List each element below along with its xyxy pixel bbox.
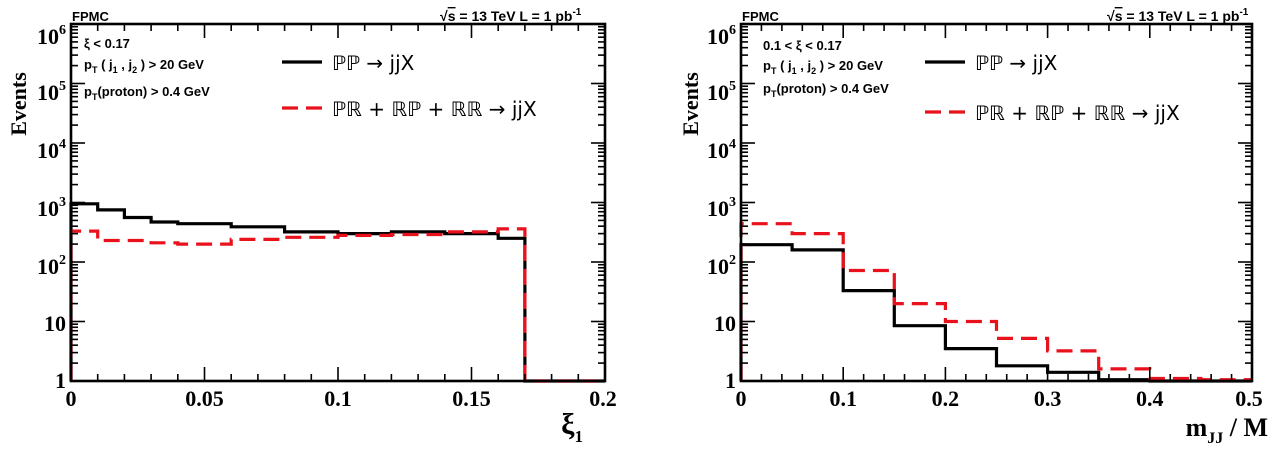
chart-left: FPMC √s = 13 TeV L = 1 pb-1 Events 1 10 … bbox=[6, 7, 617, 446]
x-tick-label: 0 bbox=[66, 386, 77, 411]
y-tick-label: 104 bbox=[37, 137, 66, 163]
y-axis-label: Events bbox=[678, 72, 703, 136]
x-tick-label: 0.2 bbox=[932, 386, 960, 411]
plot-frame bbox=[739, 22, 1254, 383]
cuts-annotation: ξ < 0.17 pT ( j1 , j2 ) > 20 GeV pT(prot… bbox=[84, 36, 210, 102]
x-tick-label: 0.5 bbox=[1235, 386, 1263, 411]
x-tick-label: 0.3 bbox=[1034, 386, 1062, 411]
y-tick-label: 1 bbox=[55, 368, 66, 393]
y-axis-label: Events bbox=[6, 72, 31, 136]
y-tick-label: 106 bbox=[707, 23, 736, 49]
series-layer bbox=[69, 202, 605, 383]
y-tick-label: 105 bbox=[37, 79, 66, 105]
cut-xi: 0.1 < ξ < 0.17 bbox=[763, 38, 842, 53]
series-layer bbox=[739, 222, 1252, 383]
cut-jets-pt: pT ( j1 , j2 ) > 20 GeV bbox=[84, 57, 204, 75]
fpmc-label: FPMC bbox=[742, 9, 779, 24]
series-pomeron-line bbox=[739, 243, 1252, 383]
y-tick-label: 104 bbox=[707, 137, 736, 163]
y-tick-label: 10 bbox=[44, 311, 66, 336]
legend: ℙℙ → jjX ℙℝ + ℝℙ + ℝℝ → jjX bbox=[925, 51, 1180, 125]
legend-label-rr: ℙℝ + ℝℙ + ℝℝ → jjX bbox=[975, 101, 1180, 125]
x-tick-labels: 0 0.1 0.2 0.3 0.4 0.5 bbox=[736, 386, 1263, 411]
cuts-annotation: 0.1 < ξ < 0.17 pT ( j1 , j2 ) > 20 GeV p… bbox=[763, 38, 889, 99]
legend-label-pp: ℙℙ → jjX bbox=[975, 51, 1058, 75]
plot-frame bbox=[69, 22, 607, 383]
cut-proton-pt: pT(proton) > 0.4 GeV bbox=[763, 81, 889, 99]
y-tick-label: 103 bbox=[707, 195, 736, 221]
x-tick-label: 0.2 bbox=[589, 386, 617, 411]
chart-right: FPMC √s = 13 TeV L = 1 pb-1 Events 1 10 … bbox=[678, 7, 1268, 447]
series-reggeon-line bbox=[739, 222, 1252, 382]
x-axis-label: mJJ / M bbox=[1186, 413, 1268, 447]
x-tick-label: 0.05 bbox=[185, 386, 224, 411]
cut-xi: ξ < 0.17 bbox=[84, 36, 130, 51]
energy-label: √s = 13 TeV L = 1 pb-1 bbox=[440, 7, 582, 24]
y-tick-label: 105 bbox=[707, 79, 736, 105]
y-tick-label: 10 bbox=[714, 311, 736, 336]
series-reggeon-line bbox=[69, 227, 605, 383]
legend-label-pp: ℙℙ → jjX bbox=[332, 51, 415, 75]
y-tick-label: 102 bbox=[37, 253, 66, 279]
x-axis-label: ξ1 bbox=[561, 408, 583, 446]
cut-proton-pt: pT(proton) > 0.4 GeV bbox=[84, 84, 210, 102]
x-tick-label: 0.1 bbox=[829, 386, 857, 411]
fpmc-label: FPMC bbox=[72, 9, 109, 24]
legend: ℙℙ → jjX ℙℝ + ℝℙ + ℝℝ → jjX bbox=[282, 51, 537, 121]
y-tick-label: 103 bbox=[37, 195, 66, 221]
y-tick-label: 106 bbox=[37, 23, 66, 49]
y-tick-label: 102 bbox=[707, 253, 736, 279]
energy-label: √s = 13 TeV L = 1 pb-1 bbox=[1107, 7, 1249, 24]
y-tick-labels: 1 10 102 103 104 105 106 bbox=[707, 23, 736, 393]
cut-jets-pt: pT ( j1 , j2 ) > 20 GeV bbox=[763, 58, 883, 76]
y-tick-label: 1 bbox=[725, 368, 736, 393]
x-tick-label: 0.1 bbox=[324, 386, 352, 411]
legend-label-rr: ℙℝ + ℝℙ + ℝℝ → jjX bbox=[332, 97, 537, 121]
series-pomeron-line bbox=[69, 202, 605, 383]
x-tick-labels: 0 0.05 0.1 0.15 0.2 bbox=[66, 386, 617, 411]
y-tick-labels: 1 10 102 103 104 105 106 bbox=[37, 23, 66, 393]
x-tick-label: 0.15 bbox=[452, 386, 491, 411]
x-tick-label: 0 bbox=[736, 386, 747, 411]
x-tick-label: 0.4 bbox=[1136, 386, 1164, 411]
